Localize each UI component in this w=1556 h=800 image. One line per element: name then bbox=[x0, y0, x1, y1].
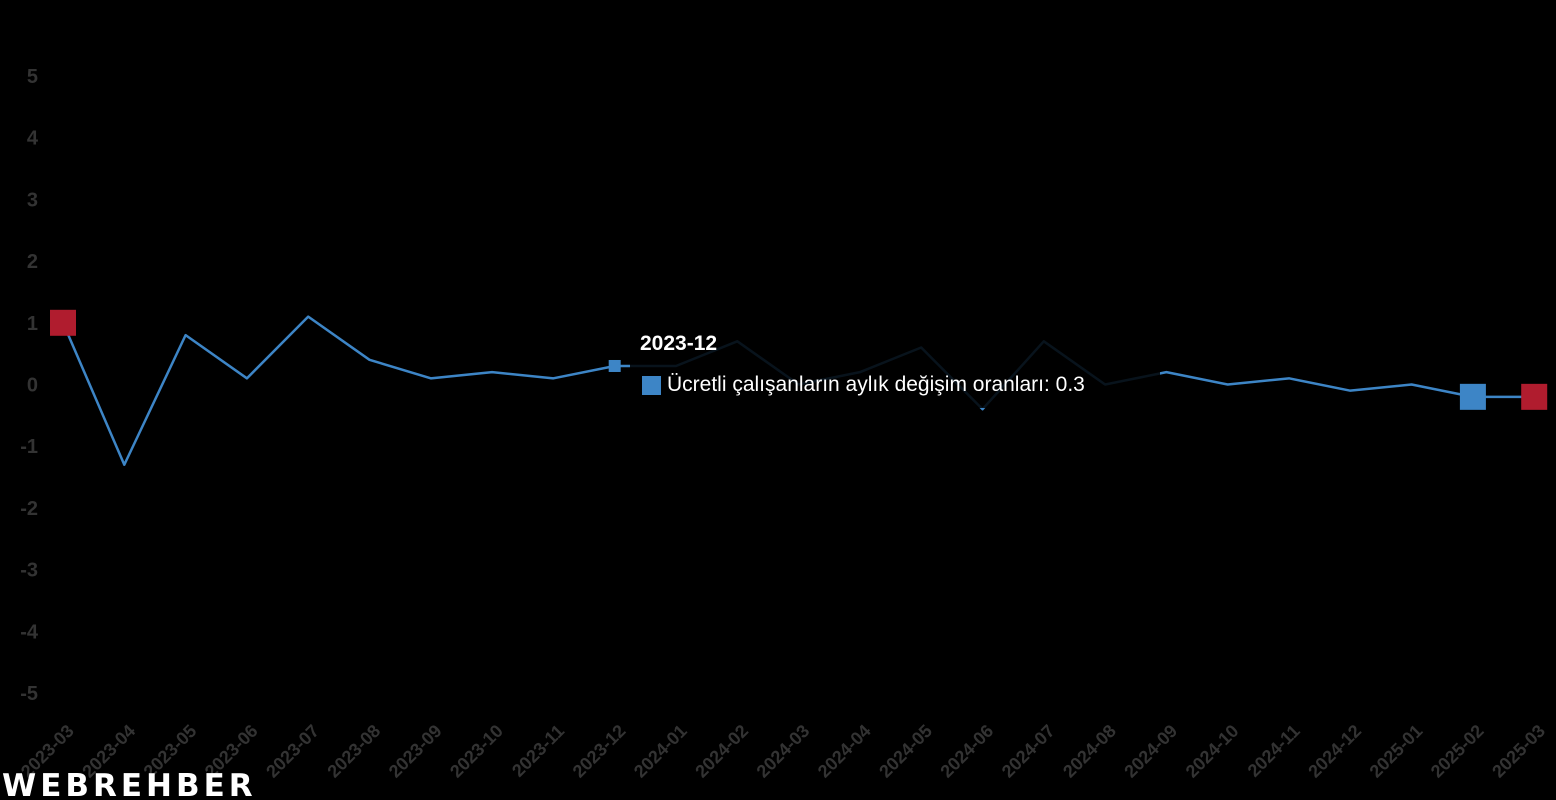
data-point[interactable] bbox=[1224, 381, 1232, 389]
x-tick-label: 2023-11 bbox=[508, 721, 568, 781]
tooltip-series-row: Ücretli çalışanların aylık değişim oranl… bbox=[642, 373, 1085, 397]
y-tick-label: -3 bbox=[20, 560, 38, 582]
tooltip-title: 2023-12 bbox=[640, 332, 718, 355]
y-tick-label: 4 bbox=[27, 128, 39, 150]
tooltip-series-swatch bbox=[642, 375, 661, 395]
data-point[interactable] bbox=[1346, 387, 1354, 395]
x-tick-label: 2024-11 bbox=[1244, 721, 1304, 781]
x-tick-label: 2023-09 bbox=[385, 721, 446, 782]
y-tick-label: -4 bbox=[20, 621, 39, 643]
x-tick-label: 2025-03 bbox=[1488, 721, 1549, 782]
x-tick-label: 2024-12 bbox=[1304, 721, 1365, 782]
data-point[interactable] bbox=[304, 313, 312, 321]
x-tick-label: 2025-02 bbox=[1427, 721, 1488, 782]
data-point[interactable] bbox=[1162, 368, 1170, 376]
x-tick-label: 2024-02 bbox=[691, 721, 752, 782]
active-point-marker[interactable] bbox=[608, 359, 621, 372]
x-tick-label: 2023-10 bbox=[446, 721, 507, 782]
data-point[interactable] bbox=[1408, 381, 1416, 389]
data-point[interactable] bbox=[120, 461, 128, 469]
x-tick-label: 2024-07 bbox=[998, 721, 1059, 782]
y-tick-label: -2 bbox=[20, 498, 38, 520]
y-tick-label: -5 bbox=[20, 683, 38, 705]
highlight-marker[interactable] bbox=[50, 309, 76, 336]
y-tick-label: 2 bbox=[27, 251, 38, 273]
marker-layer bbox=[50, 309, 1548, 410]
x-tick-label: 2024-03 bbox=[753, 721, 814, 782]
y-tick-label: 3 bbox=[27, 189, 38, 211]
x-tick-label: 2025-01 bbox=[1366, 721, 1427, 782]
y-axis: 5 4 3 2 1 0 -1 -2 -3 -4 -5 bbox=[20, 66, 39, 705]
y-tick-label: -1 bbox=[20, 436, 38, 458]
data-point[interactable] bbox=[243, 374, 251, 382]
data-point[interactable] bbox=[182, 331, 190, 339]
highlight-marker[interactable] bbox=[1459, 383, 1486, 410]
x-tick-label: 2024-06 bbox=[936, 721, 997, 782]
y-tick-label: 5 bbox=[27, 66, 38, 88]
x-tick-label: 2023-12 bbox=[569, 721, 630, 782]
data-point[interactable] bbox=[549, 374, 557, 382]
x-tick-label: 2024-08 bbox=[1059, 721, 1120, 782]
x-tick-label: 2023-07 bbox=[262, 721, 323, 782]
data-point[interactable] bbox=[427, 374, 435, 382]
chart-tooltip: 2023-12 Ücretli çalışanların aylık değiş… bbox=[630, 326, 1160, 408]
y-tick-label: 0 bbox=[27, 375, 38, 397]
x-tick-label: 2024-10 bbox=[1182, 721, 1243, 782]
watermark-logo: WEBREHBER bbox=[2, 768, 257, 800]
data-point[interactable] bbox=[1285, 374, 1293, 382]
data-point[interactable] bbox=[488, 368, 496, 376]
y-tick-label: 1 bbox=[27, 313, 38, 335]
x-tick-label: 2024-09 bbox=[1120, 721, 1181, 782]
highlight-marker[interactable] bbox=[1521, 383, 1548, 410]
data-point[interactable] bbox=[366, 356, 374, 364]
x-tick-label: 2024-05 bbox=[875, 721, 936, 782]
tooltip-series-label: Ücretli çalışanların aylık değişim oranl… bbox=[667, 373, 1085, 396]
x-tick-label: 2023-08 bbox=[323, 721, 384, 782]
x-tick-label: 2024-04 bbox=[814, 721, 875, 782]
x-tick-label: 2024-01 bbox=[630, 721, 691, 782]
